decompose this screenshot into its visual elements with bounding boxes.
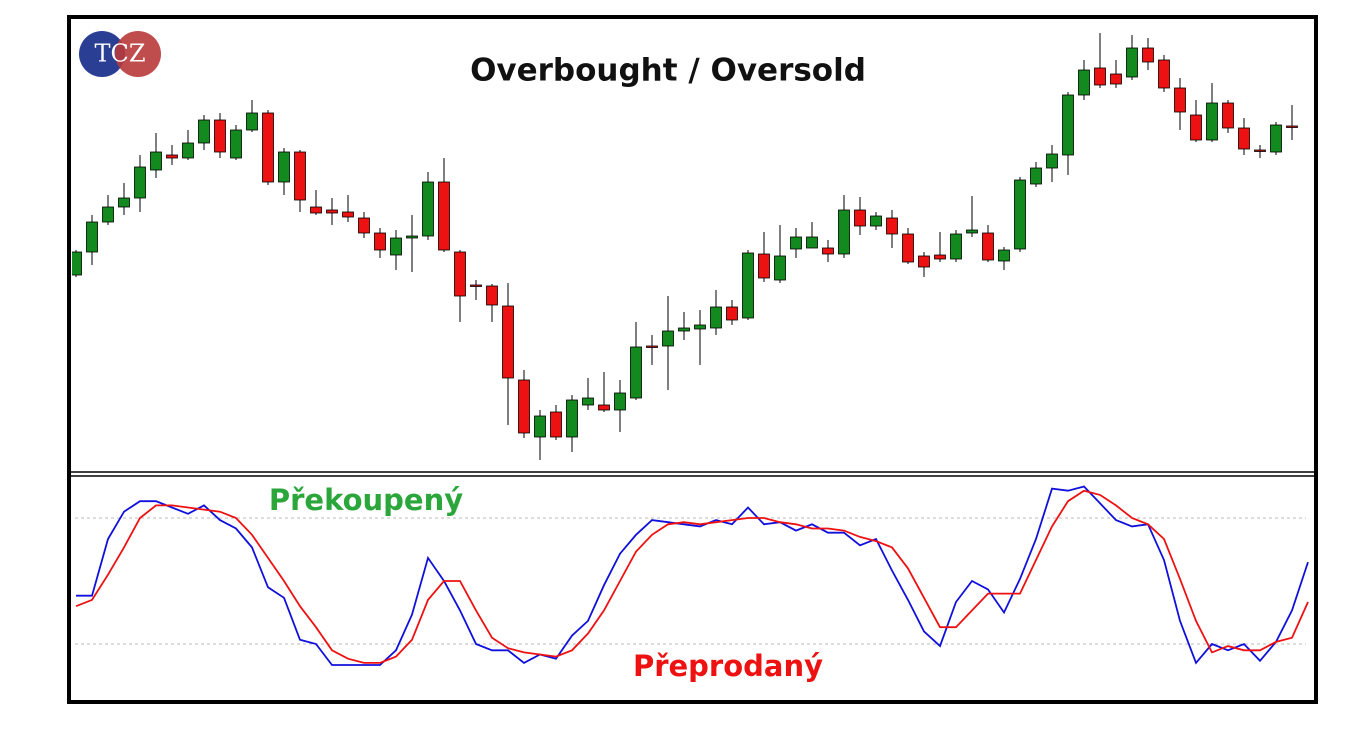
candle-body <box>598 404 610 411</box>
candle-body <box>342 211 354 218</box>
logo-text: TCZ <box>94 40 145 68</box>
candle-body <box>534 415 546 438</box>
candle-body <box>86 221 98 253</box>
candle-body <box>1046 153 1058 169</box>
candle-body <box>582 397 594 406</box>
candle-body <box>406 235 418 239</box>
candle-body <box>486 285 498 306</box>
candle-body <box>662 330 674 347</box>
oscillator-line <box>75 489 1309 664</box>
candle-body <box>72 251 82 276</box>
candle-body <box>1190 114 1202 141</box>
annotation: Překoupený <box>269 483 463 517</box>
candle-body <box>294 151 306 201</box>
candle-body <box>502 305 514 379</box>
candle-body <box>678 327 690 332</box>
candle-body <box>806 236 818 249</box>
candle-body <box>966 229 978 234</box>
frame <box>67 15 1318 704</box>
price-panel <box>72 33 1298 460</box>
candle-body <box>950 233 962 260</box>
candle-body <box>998 249 1010 262</box>
candle-body <box>1286 125 1298 128</box>
candle-body <box>630 346 642 399</box>
candle-body <box>822 247 834 255</box>
logo: TCZ <box>79 31 161 77</box>
candle-body <box>246 112 258 131</box>
candle-body <box>646 345 658 348</box>
candle-body <box>1014 179 1026 250</box>
candle-body <box>934 254 946 260</box>
candle-body <box>150 151 162 171</box>
candle-body <box>1158 59 1170 89</box>
candle-body <box>1254 149 1266 152</box>
oscillator-line <box>76 485 1309 666</box>
candle-body <box>214 119 226 153</box>
logo-circle <box>79 31 125 77</box>
candle-body <box>198 119 210 144</box>
candle-body <box>182 142 194 159</box>
oscillator-panel <box>75 485 1309 666</box>
candle-body <box>902 233 914 263</box>
candle-body <box>982 232 994 261</box>
candle-body <box>262 112 274 183</box>
candle-body <box>1238 127 1250 150</box>
candle-body <box>1222 102 1234 129</box>
candle-body <box>854 209 866 227</box>
candle-body <box>118 197 130 208</box>
candle-body <box>166 154 178 159</box>
candle-body <box>550 411 562 438</box>
candle-body <box>1174 87 1186 113</box>
candle-body <box>470 284 482 287</box>
candle-body <box>438 181 450 251</box>
candle-body <box>374 232 386 251</box>
candle-body <box>102 206 114 223</box>
candle-body <box>1270 124 1282 153</box>
candle-body <box>454 251 466 297</box>
candle-body <box>1078 69 1090 96</box>
candle-body <box>134 166 146 199</box>
annotation: Přeprodaný <box>633 649 823 683</box>
candle-body <box>710 306 722 329</box>
candle-body <box>230 129 242 159</box>
candle-body <box>278 151 290 183</box>
candle-body <box>694 324 706 330</box>
candle-body <box>518 379 530 434</box>
candle-body <box>310 206 322 214</box>
candle-body <box>726 306 738 321</box>
candle-body <box>566 399 578 438</box>
candle-body <box>390 237 402 256</box>
candle-body <box>1094 67 1106 86</box>
candle-body <box>870 215 882 227</box>
candle-body <box>1126 47 1138 78</box>
candle-body <box>774 255 786 281</box>
candle-body <box>886 217 898 235</box>
candle-body <box>790 236 802 250</box>
candle-body <box>1142 47 1154 63</box>
candle-body <box>1206 102 1218 141</box>
candle-body <box>758 253 770 279</box>
candle-body <box>326 209 338 214</box>
candle-body <box>358 217 370 234</box>
candle-body <box>1030 167 1042 185</box>
candle-body <box>1062 94 1074 156</box>
candle-body <box>1110 73 1122 85</box>
candle-body <box>614 392 626 411</box>
logo-circle <box>115 31 161 77</box>
chart-title: Overbought / Oversold <box>470 53 866 89</box>
candle-body <box>422 181 434 237</box>
candle-body <box>838 209 850 255</box>
candle-body <box>742 252 754 319</box>
candle-body <box>918 255 930 268</box>
